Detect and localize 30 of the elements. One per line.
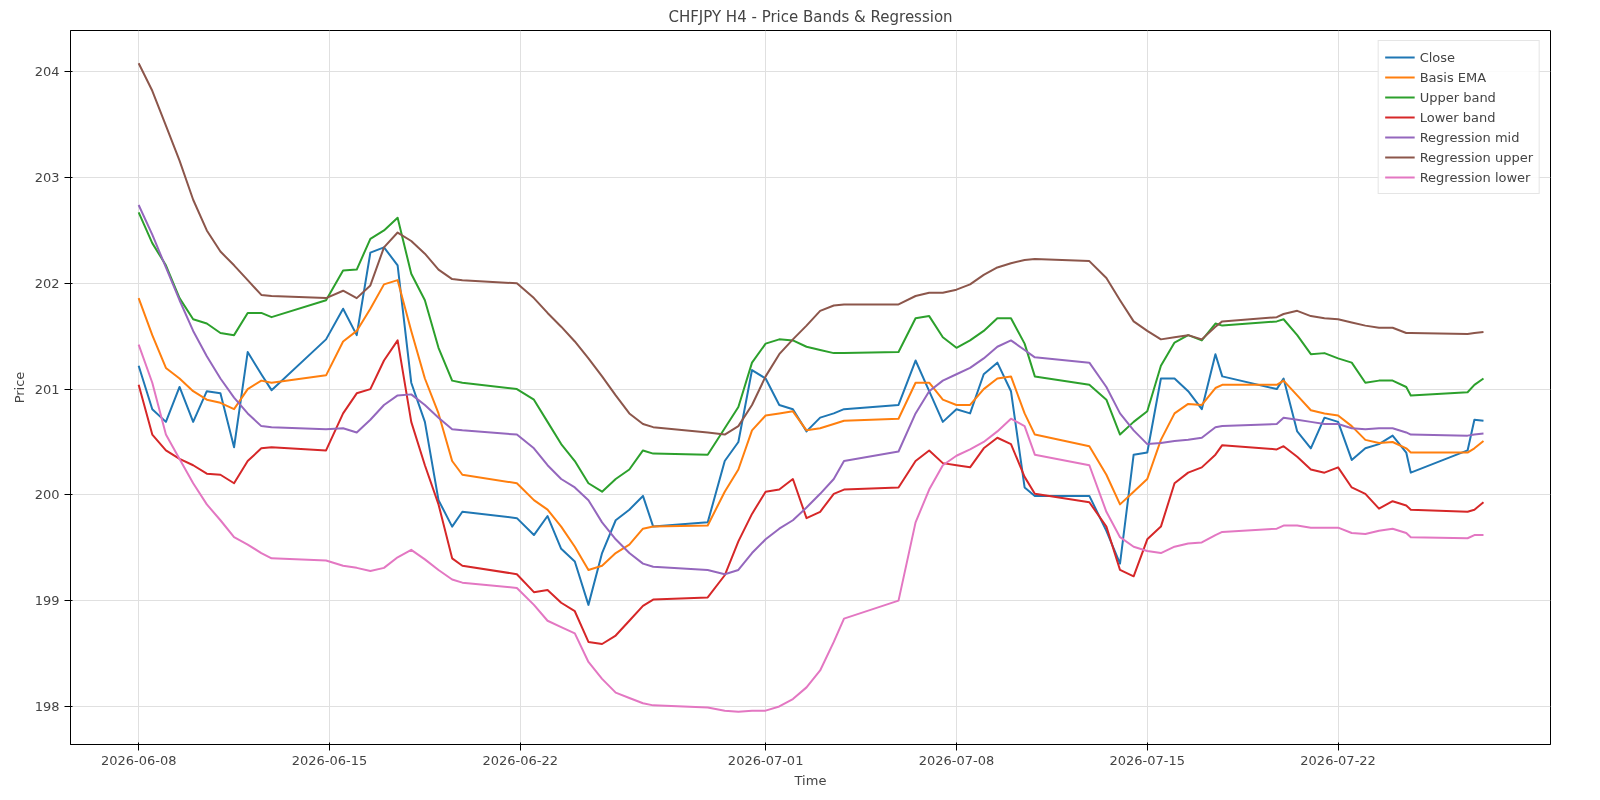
line-series <box>137 343 1485 713</box>
y-tick-label: 201 <box>34 381 60 397</box>
y-tick-label: 200 <box>34 487 60 503</box>
line-series <box>137 204 1485 576</box>
y-tick-label: 203 <box>34 170 60 186</box>
y-tick-label: 198 <box>34 698 60 714</box>
y-tick-label: 204 <box>34 64 60 80</box>
x-axis-title: Time <box>793 772 827 788</box>
line-series <box>137 339 1485 646</box>
line-series <box>137 279 1485 571</box>
x-tick-label: 2026-07-15 <box>1109 752 1186 768</box>
x-tick-label: 2026-06-15 <box>291 752 368 768</box>
y-tick-label: 199 <box>34 593 60 609</box>
legend-label: Regression mid <box>1419 129 1520 145</box>
y-axis-title: Price <box>11 371 27 404</box>
y-tick-label: 202 <box>34 275 60 291</box>
x-tick-label: 2026-07-22 <box>1300 752 1376 768</box>
legend-label: Regression lower <box>1419 169 1531 185</box>
x-tick-label: 2026-06-08 <box>100 752 177 768</box>
x-tick-label: 2026-07-08 <box>918 752 995 768</box>
legend-label: Upper band <box>1419 89 1496 105</box>
legend-label: Basis EMA <box>1419 69 1487 85</box>
line-series <box>137 211 1485 493</box>
legend-label: Regression upper <box>1419 149 1533 165</box>
legend-label: Lower band <box>1419 109 1496 125</box>
legend-label: Close <box>1419 49 1456 65</box>
x-tick-label: 2026-07-01 <box>727 752 804 768</box>
chart-title: CHFJPY H4 - Price Bands & Regression <box>668 7 953 26</box>
line-series <box>137 246 1485 606</box>
x-tick-label: 2026-06-22 <box>482 752 559 768</box>
